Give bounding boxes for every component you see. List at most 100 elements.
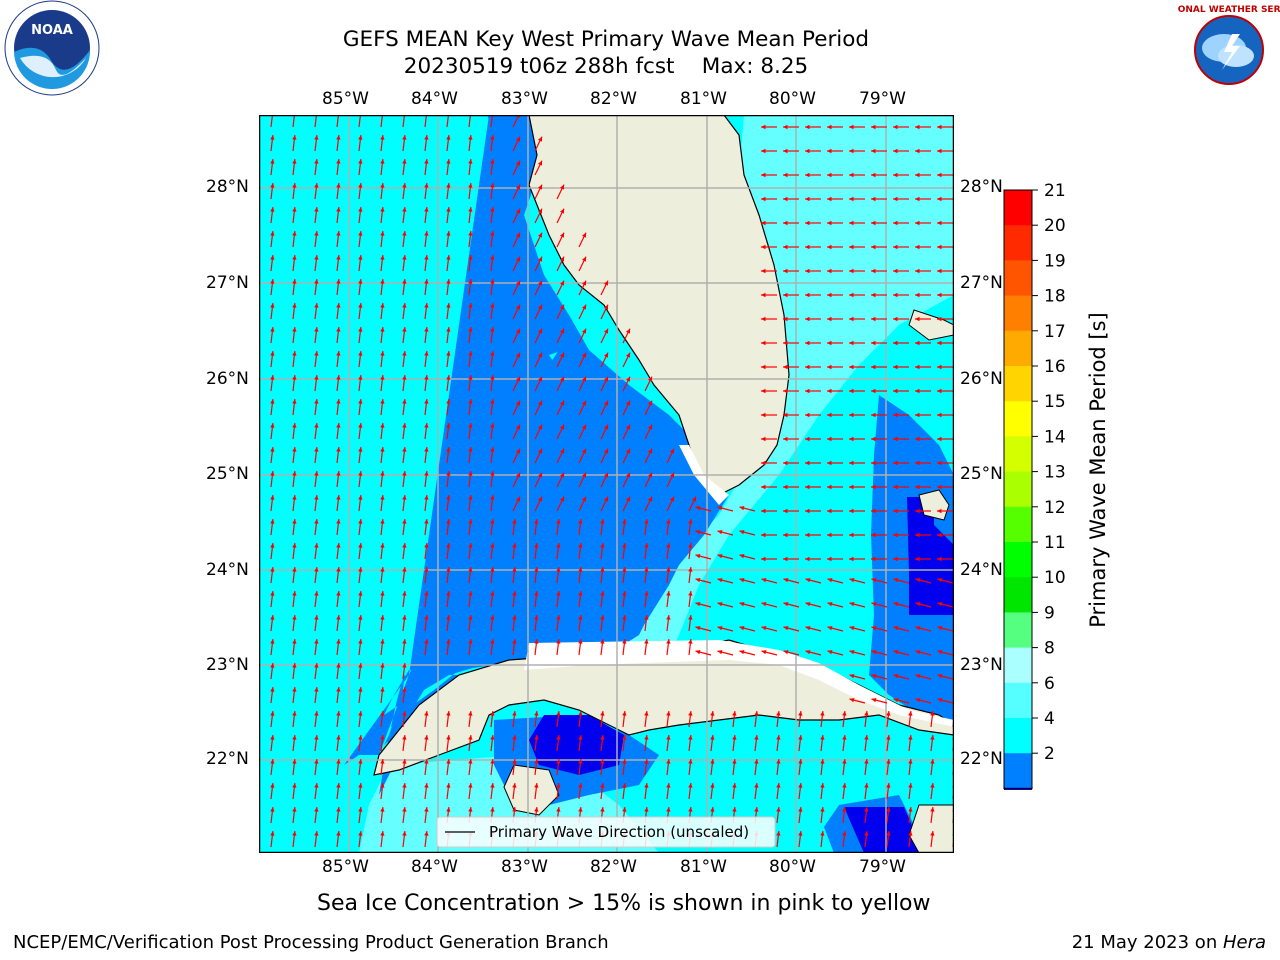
wave-arrow-head <box>622 519 627 524</box>
wave-arrow-head <box>270 639 275 644</box>
wave-arrow-head <box>688 759 693 764</box>
wave-arrow-head <box>270 807 275 812</box>
wave-arrow-head <box>468 375 473 380</box>
wave-arrow-head <box>292 159 297 164</box>
wave-arrow-head <box>402 735 407 740</box>
wave-arrow-head <box>380 495 385 500</box>
wave-arrow-head <box>915 626 921 631</box>
wave-arrow-head <box>314 135 319 140</box>
wave-arrow-head <box>783 364 788 370</box>
wave-arrow-head <box>820 807 825 812</box>
wave-arrow-head <box>468 351 473 356</box>
wave-arrow-head <box>424 567 429 572</box>
wave-arrow-head <box>314 303 319 308</box>
wave-arrow-head <box>761 316 766 322</box>
wave-arrow-head <box>915 220 920 226</box>
wave-arrow-head <box>270 231 275 236</box>
wave-arrow-head <box>695 554 701 559</box>
wave-arrow-head <box>468 615 473 620</box>
wave-arrow-head <box>827 316 832 322</box>
wave-arrow-head <box>556 591 561 596</box>
wave-arrow-head <box>490 807 495 812</box>
wave-arrow-head <box>937 388 942 394</box>
wave-arrow-head <box>446 543 451 548</box>
wave-arrow-head <box>358 495 363 500</box>
wave-arrow-head <box>849 436 854 442</box>
wave-arrow-head <box>314 351 319 356</box>
wave-arrow-head <box>805 340 810 346</box>
wave-arrow-head <box>314 471 319 476</box>
colorbar-tick-label: 11 <box>1044 533 1066 553</box>
wave-arrow-head <box>424 783 429 788</box>
wave-arrow-head <box>270 351 275 356</box>
wave-arrow-head <box>739 626 745 631</box>
lon-label-top: 81°W <box>680 89 727 109</box>
wave-arrow-head <box>849 340 854 346</box>
wave-arrow-head <box>358 447 363 452</box>
wave-arrow-head <box>582 472 586 478</box>
wave-arrow-head <box>336 783 341 788</box>
wave-arrow-head <box>534 711 539 716</box>
wave-arrow-head <box>893 460 898 466</box>
wave-arrow-head <box>688 567 693 572</box>
wave-arrow-head <box>648 496 652 502</box>
wave-arrow-head <box>783 172 788 178</box>
wave-arrow-head <box>292 375 297 380</box>
wave-arrow-head <box>336 831 341 836</box>
wave-arrow-head <box>380 519 385 524</box>
wave-arrow-head <box>761 508 766 514</box>
wave-arrow <box>490 115 494 128</box>
wave-arrow-head <box>626 376 630 382</box>
wave-arrow-head <box>336 351 341 356</box>
wave-arrow-head <box>358 279 363 284</box>
wave-arrow-head <box>827 340 832 346</box>
wave-arrow-head <box>761 148 766 154</box>
wave-arrow-head <box>314 807 319 812</box>
wave-arrow-head <box>582 448 586 454</box>
wave-arrow-head <box>827 650 833 655</box>
wave-arrow-head <box>908 759 913 764</box>
wave-arrow-head <box>446 783 451 788</box>
wave-arrow-head <box>358 399 363 404</box>
wave-arrow-head <box>798 783 803 788</box>
wave-arrow-head <box>937 220 942 226</box>
wave-arrow-head <box>893 602 899 607</box>
wave-arrow-head <box>578 543 583 548</box>
wave-arrow-head <box>336 567 341 572</box>
wave-arrow-head <box>688 519 693 524</box>
wave-arrow-head <box>600 759 605 764</box>
wave-arrow-head <box>468 519 473 524</box>
wave-arrow-head <box>626 472 630 478</box>
wave-arrow-head <box>380 783 385 788</box>
wave-arrow-head <box>516 136 520 142</box>
wave-arrow-head <box>424 399 429 404</box>
wave-arrow-head <box>424 519 429 524</box>
wave-arrow-head <box>270 399 275 404</box>
wave-arrow-head <box>739 650 745 655</box>
wave-arrow-head <box>930 831 935 836</box>
wave-arrow-head <box>380 279 385 284</box>
wave-arrow-head <box>402 495 407 500</box>
wave-arrow-head <box>688 735 693 740</box>
wave-arrow-head <box>717 650 723 655</box>
wave-arrow-head <box>556 567 561 572</box>
wave-arrow-head <box>292 303 297 308</box>
wave-arrow-head <box>336 399 341 404</box>
wave-arrow-head <box>864 735 869 740</box>
wave-arrow-head <box>717 626 723 631</box>
wave-arrow-head <box>402 543 407 548</box>
wave-arrow-head <box>402 807 407 812</box>
wave-arrow-head <box>336 231 341 236</box>
wave-arrow-head <box>516 376 520 382</box>
wave-arrow-head <box>871 196 876 202</box>
colorbar: 21 20 19 18 17 16 15 14 13 12 11 10 9 8 6 4 2 <box>1003 181 1066 790</box>
wave-arrow-head <box>915 460 920 466</box>
wave-arrow-head <box>849 124 854 130</box>
wave-arrow-head <box>783 340 788 346</box>
wave-arrow-head <box>560 472 564 478</box>
wave-arrow-head <box>893 556 898 562</box>
wave-arrow-head <box>622 783 627 788</box>
wave-arrow-head <box>336 207 341 212</box>
sea-ice-note: Sea Ice Concentration > 15% is shown in … <box>317 891 931 916</box>
wave-arrow-head <box>358 591 363 596</box>
